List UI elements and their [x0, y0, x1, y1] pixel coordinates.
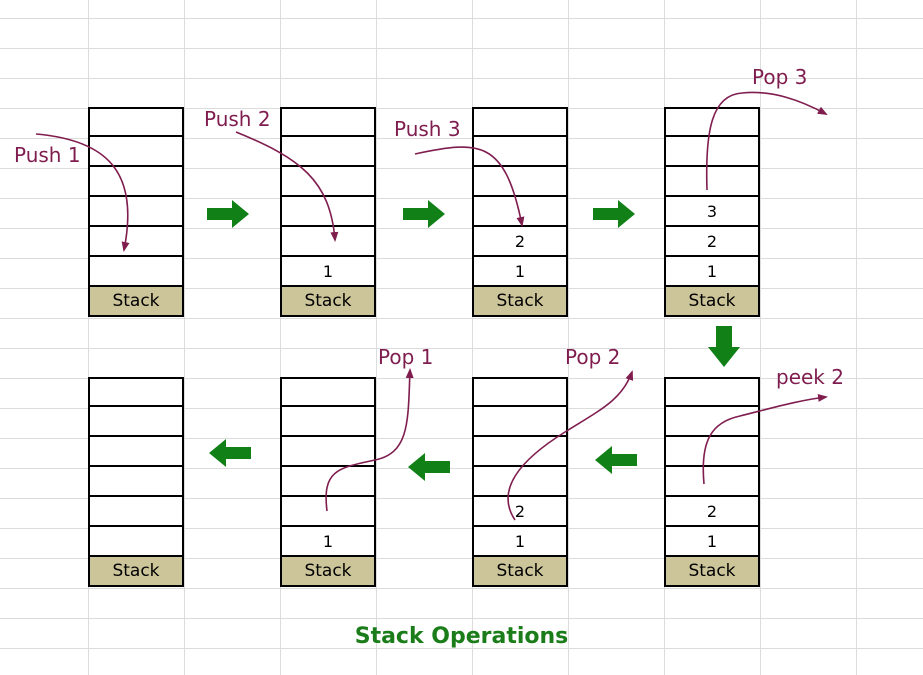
- stack-cell: 1: [664, 257, 760, 287]
- stack-cell: [664, 437, 760, 467]
- stack-base-label: Stack: [472, 287, 568, 317]
- stack-cell: 1: [664, 527, 760, 557]
- stack-cell: [88, 227, 184, 257]
- stack-base-label: Stack: [280, 557, 376, 587]
- stack-cell: [88, 167, 184, 197]
- stack-cell: [472, 167, 568, 197]
- stack-cell: [88, 377, 184, 407]
- stack-8: Stack: [88, 377, 184, 587]
- stack-cell: [280, 467, 376, 497]
- stack-cell: 2: [664, 497, 760, 527]
- stack-cell: 1: [472, 257, 568, 287]
- stack-cell: 2: [472, 227, 568, 257]
- stack-cell: [88, 527, 184, 557]
- stack-cell: [664, 407, 760, 437]
- stack-cell: 1: [280, 527, 376, 557]
- stack-cell: [472, 137, 568, 167]
- stack-cell: [280, 497, 376, 527]
- stack-cell: [88, 257, 184, 287]
- stack-cell: [664, 377, 760, 407]
- stack-6: 2 1 Stack: [472, 377, 568, 587]
- stack-cell: [280, 167, 376, 197]
- stack-base-label: Stack: [664, 557, 760, 587]
- stack-2: 1 Stack: [280, 107, 376, 317]
- stack-cell: [280, 437, 376, 467]
- stack-cell: [472, 107, 568, 137]
- stack-1: Stack: [88, 107, 184, 317]
- stack-cell: 2: [472, 497, 568, 527]
- stack-cell: [88, 497, 184, 527]
- stack-cell: 3: [664, 197, 760, 227]
- diagram-title: Stack Operations: [354, 624, 569, 649]
- stack-base-label: Stack: [472, 557, 568, 587]
- stack-cell: [664, 107, 760, 137]
- stack-cell: [88, 467, 184, 497]
- stack-cell: [472, 467, 568, 497]
- stack-cell: [664, 137, 760, 167]
- stack-base-label: Stack: [88, 557, 184, 587]
- stack-cell: [88, 407, 184, 437]
- stack-cell: [472, 197, 568, 227]
- stack-cell: [280, 377, 376, 407]
- stack-cell: [472, 377, 568, 407]
- stack-cell: [88, 437, 184, 467]
- stack-cell: [280, 227, 376, 257]
- stack-3: 2 1 Stack: [472, 107, 568, 317]
- stack-7: 1 Stack: [280, 377, 376, 587]
- stack-cell: [88, 197, 184, 227]
- stack-cell: [88, 107, 184, 137]
- stack-cell: [472, 437, 568, 467]
- stack-cell: [472, 407, 568, 437]
- stack-4: 3 2 1 Stack: [664, 107, 760, 317]
- stack-cell: [280, 137, 376, 167]
- stack-cell: [664, 467, 760, 497]
- stack-cell: 1: [472, 527, 568, 557]
- stack-cell: 2: [664, 227, 760, 257]
- stack-cell: [280, 197, 376, 227]
- stack-cell: [664, 167, 760, 197]
- stack-cell: [88, 137, 184, 167]
- stack-5: 2 1 Stack: [664, 377, 760, 587]
- stack-base-label: Stack: [664, 287, 760, 317]
- stack-cell: [280, 107, 376, 137]
- stack-cell: 1: [280, 257, 376, 287]
- stack-cell: [280, 407, 376, 437]
- stack-base-label: Stack: [88, 287, 184, 317]
- stack-base-label: Stack: [280, 287, 376, 317]
